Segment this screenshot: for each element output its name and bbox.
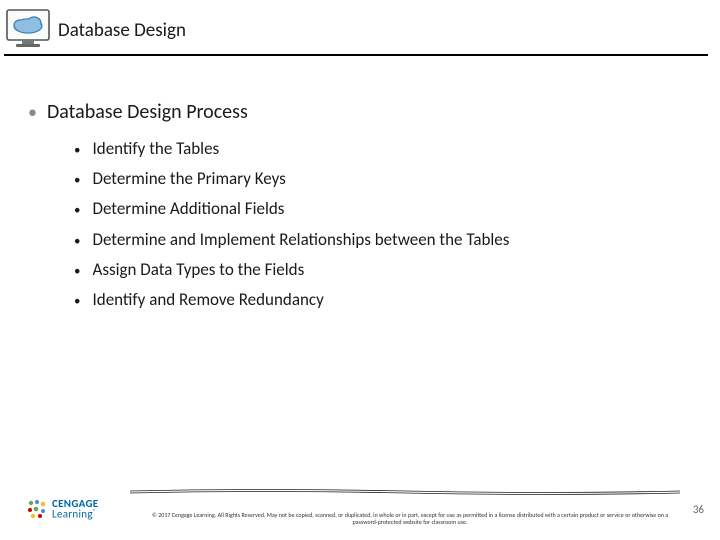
slide-content: • Database Design Process • Identify the… xyxy=(0,52,720,311)
page-number: 36 xyxy=(693,503,704,516)
slide-header: Database Design xyxy=(0,0,720,52)
bullet-dot: • xyxy=(28,103,37,121)
list-item: • Identify the Tables xyxy=(74,138,692,160)
cloud-monitor-icon xyxy=(4,8,52,52)
footer-decorative-lines xyxy=(130,481,680,500)
bullet-dot: • xyxy=(74,142,80,160)
list-item-text: Identify the Tables xyxy=(92,138,219,159)
sub-bullet-list: • Identify the Tables • Determine the Pr… xyxy=(28,138,692,311)
bullet-dot: • xyxy=(74,172,80,190)
list-item: • Determine the Primary Keys xyxy=(74,168,692,190)
title-underline xyxy=(4,54,708,56)
slide-title: Database Design xyxy=(58,19,186,42)
logo-dots-icon xyxy=(26,498,48,520)
bullet-dot: • xyxy=(74,233,80,251)
bullet-dot: • xyxy=(74,293,80,311)
list-item: • Assign Data Types to the Fields xyxy=(74,259,692,281)
list-item-text: Determine the Primary Keys xyxy=(92,168,285,189)
bullet-dot: • xyxy=(74,202,80,220)
main-bullet: • Database Design Process xyxy=(28,100,692,124)
list-item-text: Determine Additional Fields xyxy=(92,198,284,219)
list-item: • Determine Additional Fields xyxy=(74,198,692,220)
list-item-text: Determine and Implement Relationships be… xyxy=(92,229,509,250)
logo-text: CENGAGE Learning® xyxy=(52,499,98,518)
main-bullet-text: Database Design Process xyxy=(47,100,248,124)
list-item-text: Identify and Remove Redundancy xyxy=(92,289,323,310)
list-item: • Identify and Remove Redundancy xyxy=(74,289,692,311)
bullet-dot: • xyxy=(74,263,80,281)
cengage-logo: CENGAGE Learning® xyxy=(26,498,98,520)
list-item: • Determine and Implement Relationships … xyxy=(74,229,692,251)
list-item-text: Assign Data Types to the Fields xyxy=(92,259,304,280)
logo-line-2: Learning® xyxy=(52,509,98,519)
copyright-text: © 2017 Cengage Learning. All Rights Rese… xyxy=(150,512,670,526)
